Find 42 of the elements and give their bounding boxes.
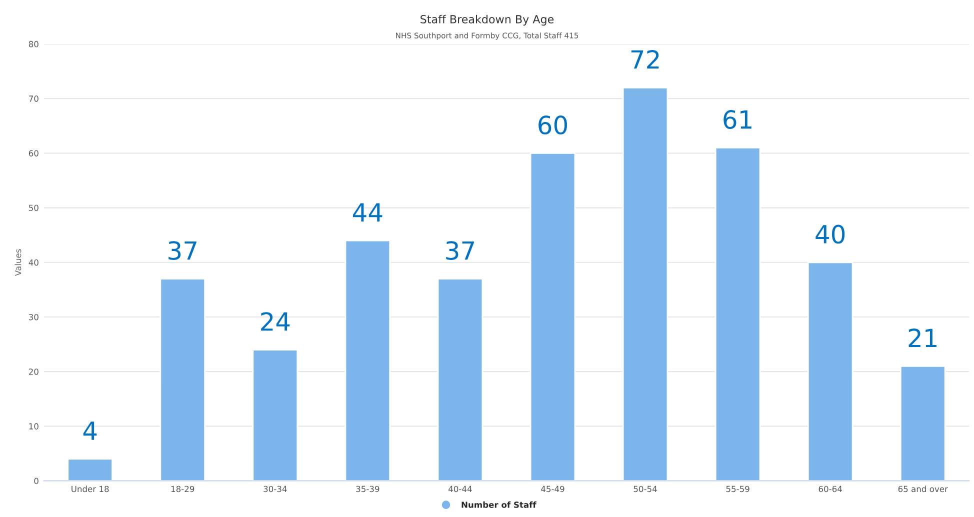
bar <box>714 147 761 481</box>
x-tick-label: 55-59 <box>726 486 750 492</box>
bar <box>437 278 484 481</box>
data-label: 40 <box>816 224 845 244</box>
y-tick-label: 0 <box>34 478 38 484</box>
x-tick-label: 18-29 <box>171 486 194 492</box>
y-tick-label: 10 <box>29 423 38 430</box>
y-tick-label: 60 <box>28 150 38 156</box>
data-label: 60 <box>538 116 567 134</box>
data-label: 37 <box>168 241 196 260</box>
data-label: 37 <box>446 241 474 260</box>
y-tick-label: 30 <box>29 314 38 320</box>
y-tick-label: 40 <box>28 259 38 266</box>
data-label: 21 <box>908 328 936 348</box>
y-tick-label: 70 <box>29 96 38 102</box>
x-tick-label: 60-64 <box>818 486 842 492</box>
y-tick-label: 80 <box>28 40 38 48</box>
y-tick-label: 50 <box>29 204 38 212</box>
bar <box>160 278 206 481</box>
x-tick-label: Under 18 <box>72 486 109 492</box>
bar <box>67 458 113 481</box>
bar <box>807 262 854 481</box>
x-tick-label: 65 and over <box>898 486 948 492</box>
data-label: 24 <box>261 312 290 331</box>
y-tick-label: 20 <box>28 368 38 375</box>
chart-title: Staff Breakdown By Age <box>420 14 554 26</box>
y-axis-title: Values <box>14 249 22 276</box>
bar <box>622 86 668 481</box>
data-label: 4 <box>83 422 97 440</box>
x-tick-label: 35-39 <box>356 486 380 492</box>
bar <box>344 240 391 481</box>
x-tick-label: 30-34 <box>264 486 287 492</box>
legend-label: Number of Staff <box>462 501 536 508</box>
data-label: 44 <box>353 203 382 222</box>
x-tick-label: 40-44 <box>448 486 472 492</box>
data-label: 61 <box>724 110 752 129</box>
bar <box>252 349 298 481</box>
x-tick-label: 50-54 <box>634 486 657 492</box>
bar <box>900 365 946 481</box>
data-label: 72 <box>631 50 659 69</box>
bar <box>530 152 576 481</box>
x-tick-label: 45-49 <box>541 486 564 492</box>
